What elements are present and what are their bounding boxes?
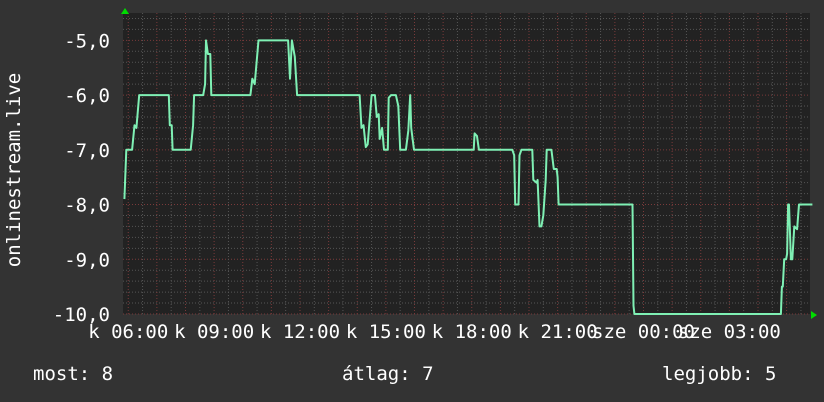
x-tick-label: sze 00:00 [592,321,695,343]
x-tick-label: sze 03:00 [678,321,781,343]
y-tick-label: -6,0 [64,85,110,107]
y-tick-label: -8,0 [64,195,110,217]
legend-max: legjobb: 5 [662,363,777,385]
x-tick-label: k 12:00 [260,321,340,343]
y-tick-label: -5,0 [64,30,110,52]
legend-current: most: 8 [33,363,114,385]
y-axis-arrow-icon [121,8,129,14]
plot-area [123,13,810,314]
x-tick-label: k 09:00 [174,321,254,343]
y-axis-label: onlinestream.live [3,73,25,267]
series-line [123,39,813,315]
legend-average: átlag: 7 [342,363,434,385]
x-axis: k 06:00 k 09:00 k 12:00 k 15:00 k 18:00 k 21:… [88,321,781,343]
x-axis-arrow-icon [811,311,817,319]
y-tick-label: -7,0 [64,140,110,162]
x-tick-label: k 18:00 [432,321,512,343]
grid [123,13,810,315]
y-tick-label: -9,0 [64,249,110,271]
x-tick-label: k 15:00 [346,321,426,343]
x-tick-label: k 06:00 [88,321,168,343]
y-tick-label: -10,0 [53,304,110,326]
x-tick-label: k 21:00 [518,321,598,343]
y-axis: -5,0 -6,0 -7,0 -8,0 -9,0 -10,0 [53,30,110,326]
